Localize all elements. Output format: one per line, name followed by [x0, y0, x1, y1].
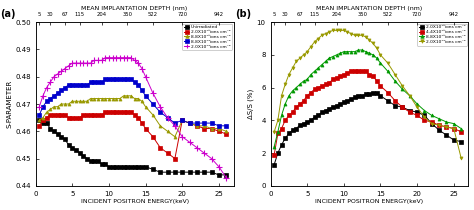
Y-axis label: ΔS/S (%): ΔS/S (%): [247, 89, 254, 119]
Text: (a): (a): [0, 9, 16, 19]
X-axis label: INCIDENT POSITRON ENERGY(keV): INCIDENT POSITRON ENERGY(keV): [81, 200, 189, 205]
Legend: 2.0X10¹³ions cm⁻², 4.4X10¹³ions cm⁻², 8.8X10¹³ions cm⁻², 2.0X10¹⁴ions cm⁻²: 2.0X10¹³ions cm⁻², 4.4X10¹³ions cm⁻², 8.…: [417, 24, 467, 46]
X-axis label: MEAN IMPLANTATION DEPTH (nm): MEAN IMPLANTATION DEPTH (nm): [316, 5, 423, 10]
Y-axis label: S-PARAMETER: S-PARAMETER: [6, 80, 12, 128]
Text: (b): (b): [235, 9, 251, 19]
Legend: Unirradiated, 2.0X10¹³ions cm⁻², 8.8X10¹³ions cm⁻², 8.8X10¹⁴ions cm⁻², 2.0X10¹⁴i: Unirradiated, 2.0X10¹³ions cm⁻², 8.8X10¹…: [182, 24, 232, 50]
X-axis label: MEAN IMPLANTATION DEPTH (nm): MEAN IMPLANTATION DEPTH (nm): [82, 5, 188, 10]
X-axis label: INCIDENT POSITRON ENERGY(keV): INCIDENT POSITRON ENERGY(keV): [315, 200, 424, 205]
